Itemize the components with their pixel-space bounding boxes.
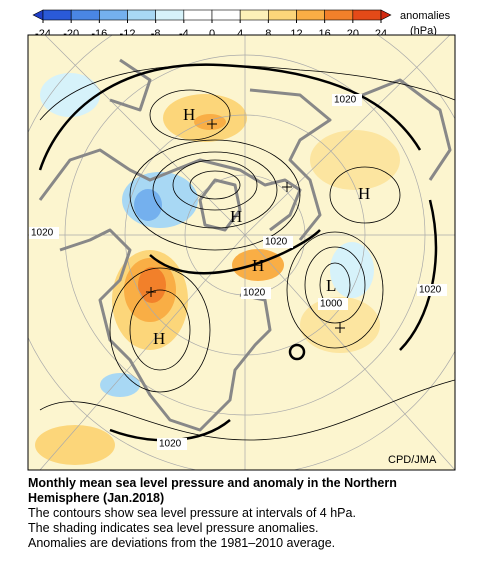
- colorbar-tick-label: -8: [151, 28, 161, 40]
- caption: Monthly mean sea level pressure and anom…: [28, 476, 468, 551]
- label-boxes: [29, 94, 447, 450]
- high-label: H: [230, 207, 242, 226]
- isobar-label: 1020: [243, 288, 266, 299]
- isobar-label: 1020: [31, 228, 54, 239]
- colorbar-band: [183, 9, 213, 21]
- colorbar-band: [211, 9, 241, 21]
- colorbar-tick-label: 8: [265, 28, 271, 40]
- colorbar-tick-label: 0: [209, 28, 215, 40]
- pressure-contours: [39, 64, 455, 441]
- colorbar-unit: (hPa): [410, 25, 437, 37]
- isobar-label: 1020: [265, 237, 288, 248]
- high-label: H: [183, 105, 195, 124]
- caption-note: The contours show sea level pressure at …: [28, 506, 356, 520]
- colorbar-end: [380, 9, 392, 21]
- colorbar-band: [239, 9, 269, 21]
- colorbar-tick-label: -4: [179, 28, 189, 40]
- isobar-label: 1020: [159, 439, 182, 450]
- isobar-label: 1020: [334, 95, 357, 106]
- colorbar-band: [268, 9, 297, 21]
- low-label: L: [326, 276, 336, 295]
- extremum-markers: [146, 119, 345, 333]
- colorbar-band: [296, 9, 325, 21]
- caption-title: Monthly mean sea level pressure and anom…: [28, 476, 397, 505]
- colorbar-band: [352, 9, 382, 21]
- isobar-label: 1000: [320, 299, 343, 310]
- colorbar-tick-label: 4: [237, 28, 243, 40]
- high-label: H: [153, 329, 165, 348]
- map: H H H H L H 1020 1020 1020 1020 1000 102…: [28, 35, 455, 470]
- high-label: H: [358, 184, 370, 203]
- high-label: H: [252, 256, 264, 275]
- figure: -24 -20 -16 -12 -8 -4 0 4 8 12 16 20 24 anomalies (h…: [27, 9, 456, 471]
- colorbar-label: anomalies: [400, 10, 451, 22]
- caption-note: The shading indicates sea level pressure…: [28, 521, 319, 535]
- colorbar-band: [70, 9, 100, 21]
- colorbar-band: [127, 9, 156, 21]
- colorbar-band: [42, 9, 72, 21]
- caption-note: Anomalies are deviations from the 1981–2…: [28, 536, 336, 550]
- map-frame: [27, 34, 456, 471]
- colorbar-band: [324, 9, 354, 21]
- graticule: [28, 35, 455, 470]
- colorbar-band: [99, 9, 128, 21]
- isobar-label: 1020: [419, 285, 442, 296]
- credit: CPD/JMA: [388, 454, 437, 466]
- colorbar-band: [155, 9, 185, 21]
- colorbar-end: [32, 9, 44, 21]
